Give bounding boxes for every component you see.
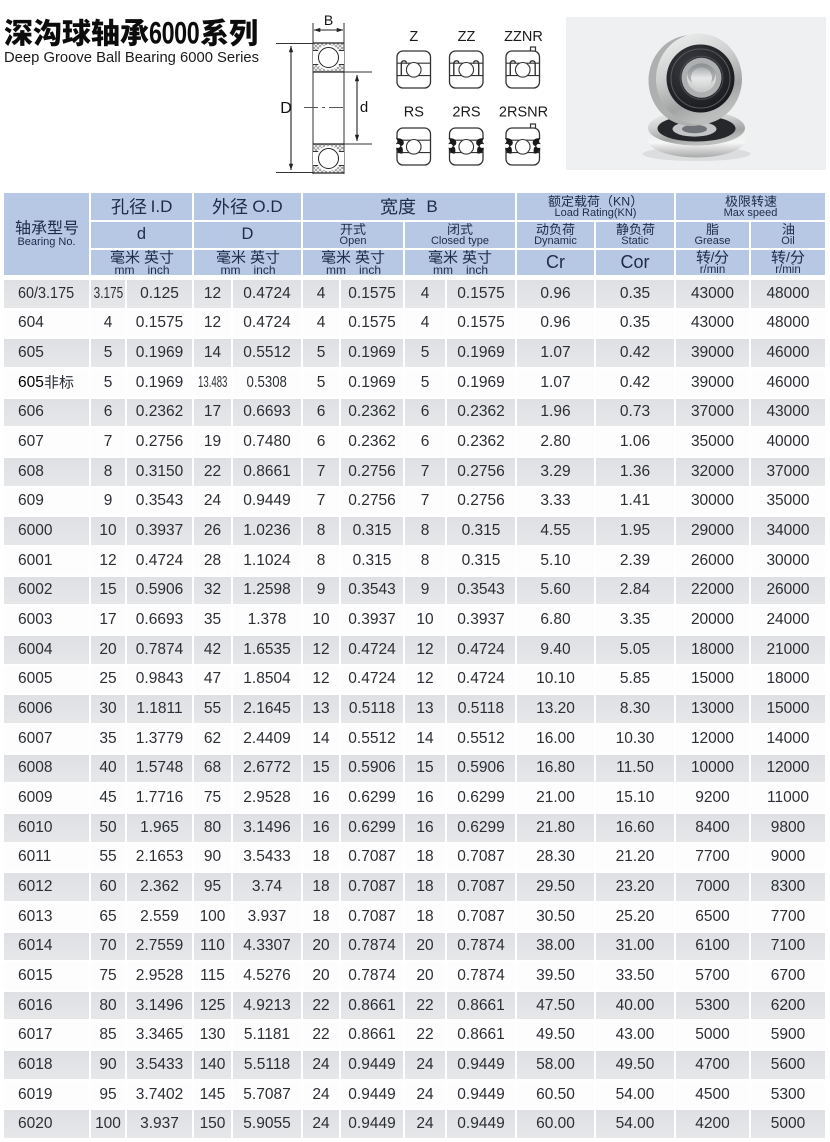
svg-text:ZZNR: ZZNR: [504, 29, 543, 45]
svg-text:RS: RS: [404, 105, 424, 121]
svg-text:KN: KN: [613, 195, 630, 208]
svg-text:Z: Z: [409, 29, 418, 45]
svg-text:d: d: [360, 99, 368, 116]
svg-text:B: B: [324, 12, 333, 28]
svg-text:D: D: [280, 100, 292, 117]
svg-text:6000: 6000: [149, 15, 199, 50]
svg-text:2RSNR: 2RSNR: [499, 105, 548, 121]
svg-text:2RS: 2RS: [452, 105, 480, 121]
svg-text:ZZ: ZZ: [458, 29, 476, 45]
